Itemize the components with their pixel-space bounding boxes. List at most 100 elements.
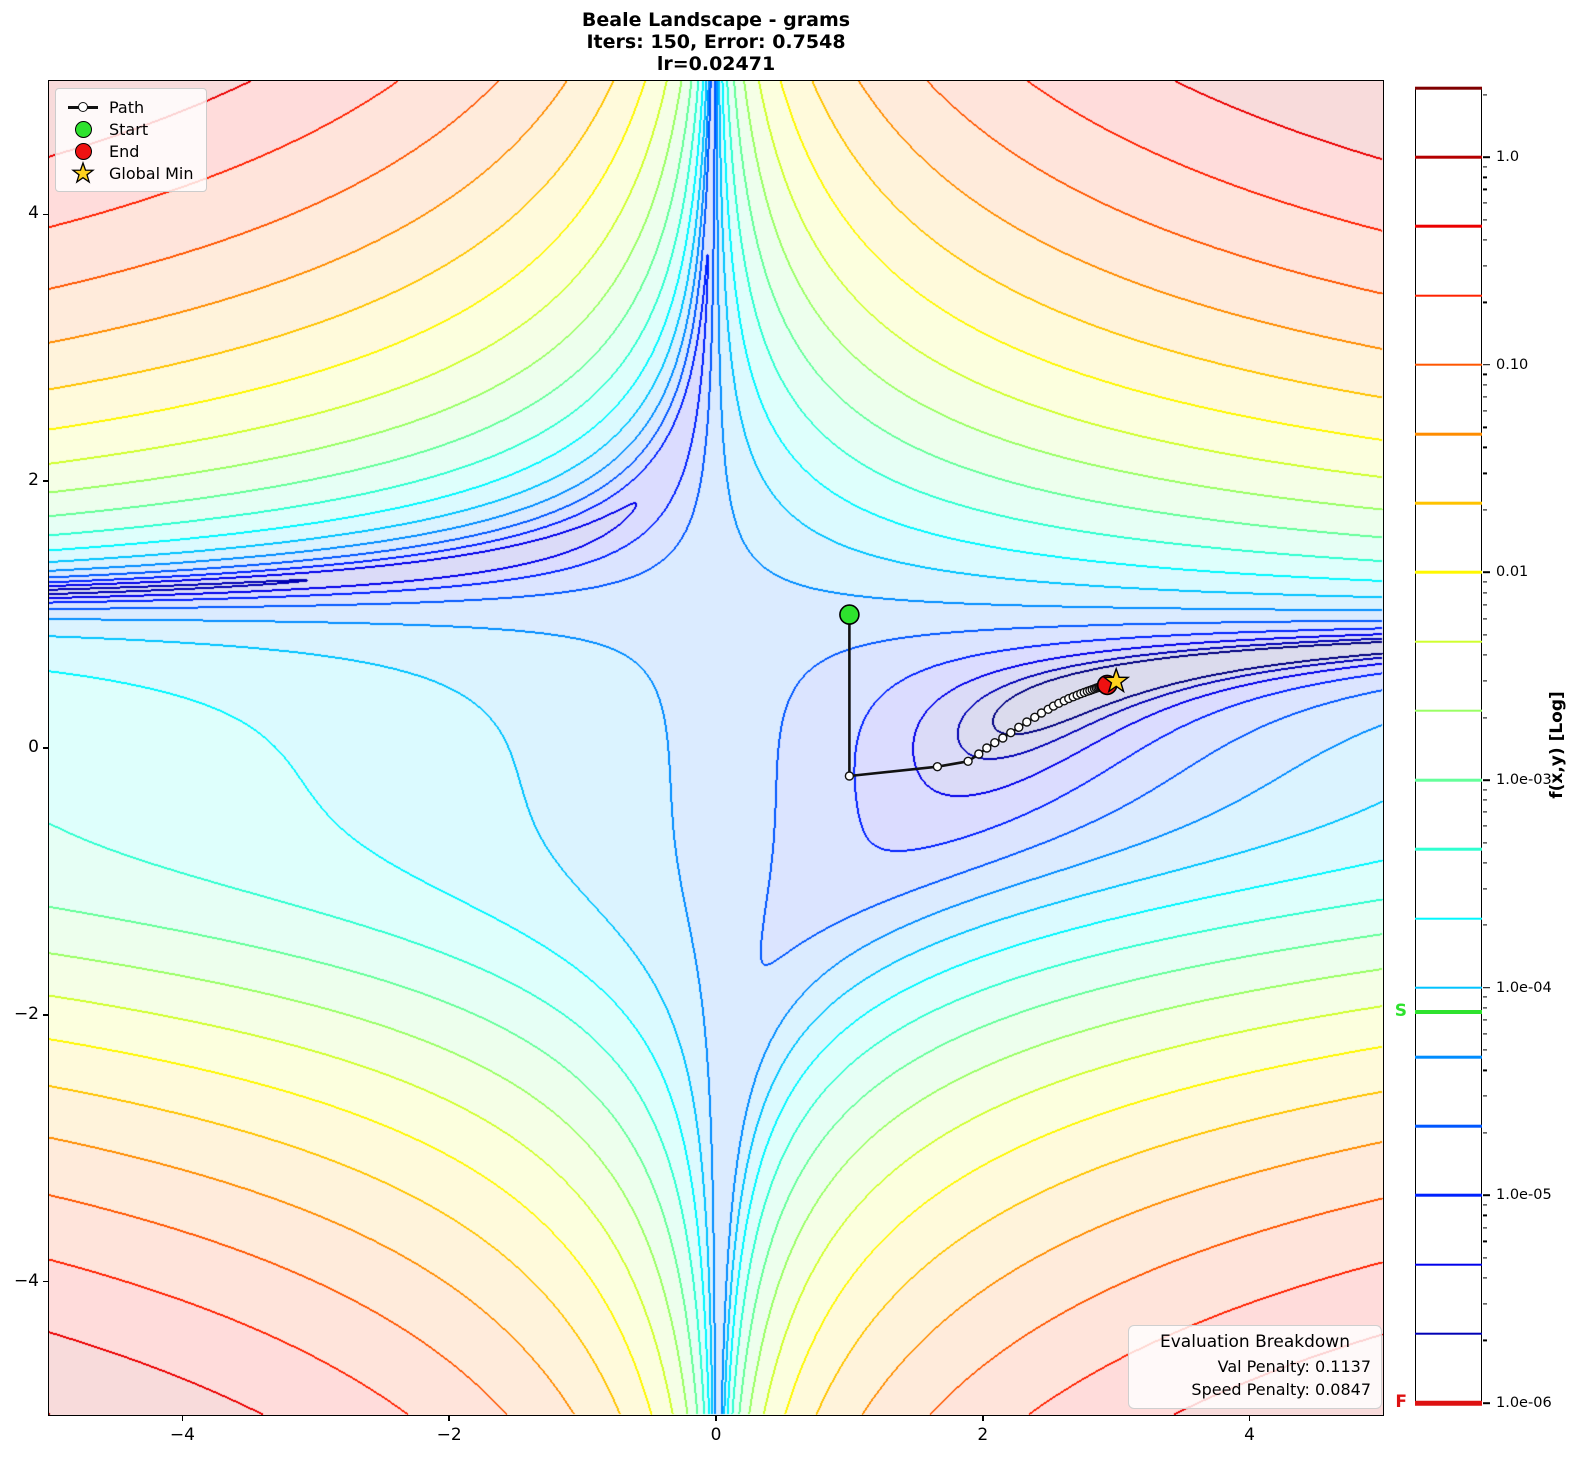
- colorbar-tick-label: 1.0e-03: [1496, 772, 1552, 789]
- colorbar-minor-tick: [1483, 1033, 1487, 1035]
- path-marker: [982, 743, 992, 753]
- colorbar-minor-tick: [1483, 825, 1487, 827]
- legend-label-end: End: [109, 141, 140, 161]
- colorbar-level-line: [1415, 1124, 1482, 1128]
- global-min-star: [1102, 666, 1131, 694]
- y-tick-mark: [43, 747, 49, 749]
- colorbar-minor-tick: [1483, 166, 1487, 168]
- x-tick-label: 2: [977, 1425, 989, 1445]
- path-marker: [844, 771, 855, 781]
- colorbar-tick-mark: [1483, 571, 1490, 574]
- colorbar-tick-label: 1.0: [1496, 149, 1520, 166]
- speed-penalty-row: Speed Penalty: 0.0847: [1191, 1380, 1371, 1399]
- y-tick-label: 2: [28, 470, 39, 491]
- start-dot-icon: [65, 120, 101, 138]
- colorbar-minor-tick: [1483, 617, 1487, 620]
- colorbar-minor-tick: [1483, 592, 1487, 594]
- plot-area: Path Start End Global Min Evaluation Bre…: [48, 80, 1384, 1416]
- colorbar-start-marker-line: [1415, 1010, 1482, 1015]
- chart-title: Beale Landscape - grams Iters: 150, Erro…: [49, 9, 1383, 75]
- colorbar-minor-tick: [1483, 1132, 1487, 1134]
- colorbar-final-marker-label: F: [1395, 1392, 1407, 1412]
- colorbar-tick-label: 0.01: [1496, 564, 1529, 581]
- colorbar-tick-mark: [1483, 364, 1490, 366]
- colorbar-level-line: [1415, 986, 1482, 990]
- colorbar-level-line: [1415, 363, 1482, 367]
- path-marker: [990, 738, 1000, 748]
- colorbar-tick-label: 1.0e-06: [1496, 1395, 1552, 1411]
- colorbar-minor-tick: [1483, 996, 1487, 998]
- colorbar-minor-tick: [1483, 446, 1487, 449]
- colorbar-tick-label: 1.0e-05: [1496, 1187, 1552, 1204]
- colorbar-minor-tick: [1483, 654, 1487, 656]
- colorbar-minor-tick: [1483, 1303, 1487, 1305]
- path-marker: [1030, 712, 1040, 722]
- colorbar-minor-tick: [1483, 509, 1487, 511]
- title-line-stats: Iters: 150, Error: 0.7548: [586, 31, 846, 53]
- colorbar-tick-mark: [1483, 1402, 1490, 1404]
- path-marker: [932, 762, 943, 772]
- colorbar-minor-tick: [1483, 789, 1487, 791]
- colorbar-minor-tick: [1483, 1069, 1487, 1071]
- x-tick-label: 4: [1244, 1425, 1255, 1445]
- legend-item-global-min: Global Min: [65, 161, 194, 184]
- colorbar-level-line: [1415, 155, 1482, 159]
- y-tick-mark: [43, 1014, 49, 1016]
- colorbar-minor-tick: [1483, 94, 1487, 96]
- colorbar-minor-tick: [1483, 373, 1487, 375]
- colorbar-minor-tick: [1483, 1019, 1487, 1021]
- title-line-lr: lr=0.02471: [656, 53, 776, 75]
- path-marker: [1022, 717, 1032, 727]
- legend-label-start: Start: [109, 119, 149, 139]
- legend: Path Start End Global Min: [55, 88, 207, 192]
- colorbar-minor-tick: [1483, 1095, 1487, 1097]
- colorbar-minor-tick: [1483, 1204, 1487, 1206]
- colorbar-minor-tick: [1483, 680, 1487, 682]
- colorbar-level-line: [1415, 225, 1482, 228]
- legend-item-path: Path: [65, 96, 194, 118]
- colorbar-minor-tick: [1483, 888, 1487, 890]
- evaluation-breakdown-title: Evaluation Breakdown: [1160, 1332, 1350, 1352]
- colorbar-minor-tick: [1483, 301, 1487, 303]
- colorbar: [1415, 86, 1482, 1406]
- evaluation-breakdown-box: Evaluation Breakdown Val Penalty: 0.1137…: [1128, 1325, 1382, 1409]
- colorbar-level-line: [1415, 917, 1482, 920]
- path-marker: [1006, 728, 1016, 738]
- colorbar-level-line: [1415, 571, 1482, 574]
- x-tick-mark: [715, 1415, 717, 1421]
- colorbar-minor-tick: [1483, 811, 1487, 813]
- colorbar-axis-label: f(x,y) [Log]: [1547, 691, 1567, 799]
- colorbar-level-line: [1415, 1194, 1482, 1197]
- colorbar-minor-tick: [1483, 717, 1487, 719]
- colorbar-minor-tick: [1483, 176, 1487, 178]
- y-tick-label: −2: [13, 1003, 39, 1024]
- x-tick-label: −4: [169, 1425, 195, 1445]
- colorbar-minor-tick: [1483, 1277, 1487, 1279]
- colorbar-level-line: [1415, 501, 1482, 505]
- colorbar-minor-tick: [1483, 799, 1487, 801]
- colorbar-minor-tick: [1483, 1339, 1487, 1342]
- x-tick-label: −2: [436, 1425, 462, 1445]
- colorbar-minor-tick: [1483, 862, 1487, 864]
- legend-label-path: Path: [109, 97, 145, 117]
- path-marker: [974, 749, 984, 759]
- colorbar-final-marker-line: [1415, 1400, 1482, 1406]
- colorbar-tick-label: 0.10: [1496, 356, 1529, 373]
- colorbar-minor-tick: [1483, 472, 1487, 474]
- y-tick-label: 4: [28, 203, 39, 224]
- colorbar-minor-tick: [1483, 842, 1487, 844]
- colorbar-minor-tick: [1483, 1257, 1487, 1259]
- colorbar-minor-tick: [1483, 239, 1487, 241]
- path-marker: [963, 756, 973, 766]
- legend-item-end: End: [65, 140, 194, 162]
- start-marker: [839, 604, 860, 625]
- title-line-main: Beale Landscape - grams: [581, 9, 851, 31]
- colorbar-minor-tick: [1483, 1226, 1487, 1229]
- y-tick-label: 0: [28, 737, 39, 757]
- val-penalty-row: Val Penalty: 0.1137: [1217, 1357, 1371, 1376]
- y-tick-mark: [43, 1280, 49, 1283]
- path-marker: [1014, 722, 1024, 732]
- path-marker: [998, 733, 1008, 743]
- legend-label-global-min: Global Min: [109, 163, 194, 183]
- colorbar-tick-label: 1.0e-04: [1496, 979, 1552, 996]
